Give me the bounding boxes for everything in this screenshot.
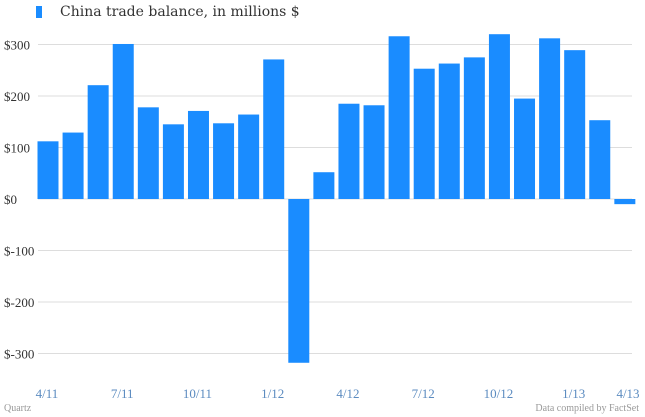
legend: China trade balance, in millions $	[36, 4, 300, 20]
bar	[162, 124, 184, 199]
bar	[363, 105, 385, 199]
bar	[313, 172, 335, 199]
bar	[62, 132, 84, 199]
bar	[87, 85, 109, 199]
bar	[539, 38, 561, 199]
y-tick-label: $200	[4, 89, 30, 104]
x-tick-label: 7/11	[111, 386, 134, 401]
bar	[263, 59, 285, 200]
bar	[488, 34, 510, 200]
x-tick-label: 1/12	[261, 386, 284, 401]
bar	[413, 68, 435, 199]
bar	[37, 141, 59, 199]
bar	[338, 103, 360, 199]
footer-source: Data compiled by FactSet	[535, 403, 639, 414]
bar	[514, 98, 536, 199]
bar	[564, 50, 586, 199]
x-tick-label: 10/12	[484, 386, 514, 401]
bar	[388, 36, 410, 200]
y-tick-label: $300	[4, 38, 30, 53]
bar	[137, 107, 159, 199]
bar	[187, 110, 209, 199]
x-tick-label: 10/11	[183, 386, 212, 401]
bar	[614, 199, 636, 205]
y-tick-label: $100	[4, 141, 30, 156]
y-tick-label: $-200	[4, 295, 34, 310]
footer-credit: Quartz	[4, 403, 32, 414]
legend-swatch	[36, 6, 42, 18]
x-tick-label: 4/13	[616, 386, 639, 401]
bar	[589, 120, 611, 199]
bar	[238, 114, 260, 199]
x-tick-label: 4/12	[336, 386, 359, 401]
bar	[213, 123, 235, 199]
y-tick-label: $0	[4, 192, 17, 207]
x-tick-label: 7/12	[412, 386, 435, 401]
y-tick-label: $-300	[4, 347, 34, 362]
y-tick-label: $-100	[4, 244, 34, 259]
bar	[288, 199, 310, 363]
x-tick-label: 4/11	[36, 386, 59, 401]
legend-label: China trade balance, in millions $	[60, 4, 300, 20]
bar	[463, 57, 485, 199]
bar	[438, 63, 460, 200]
x-tick-label: 1/13	[562, 386, 585, 401]
bar	[112, 43, 134, 199]
